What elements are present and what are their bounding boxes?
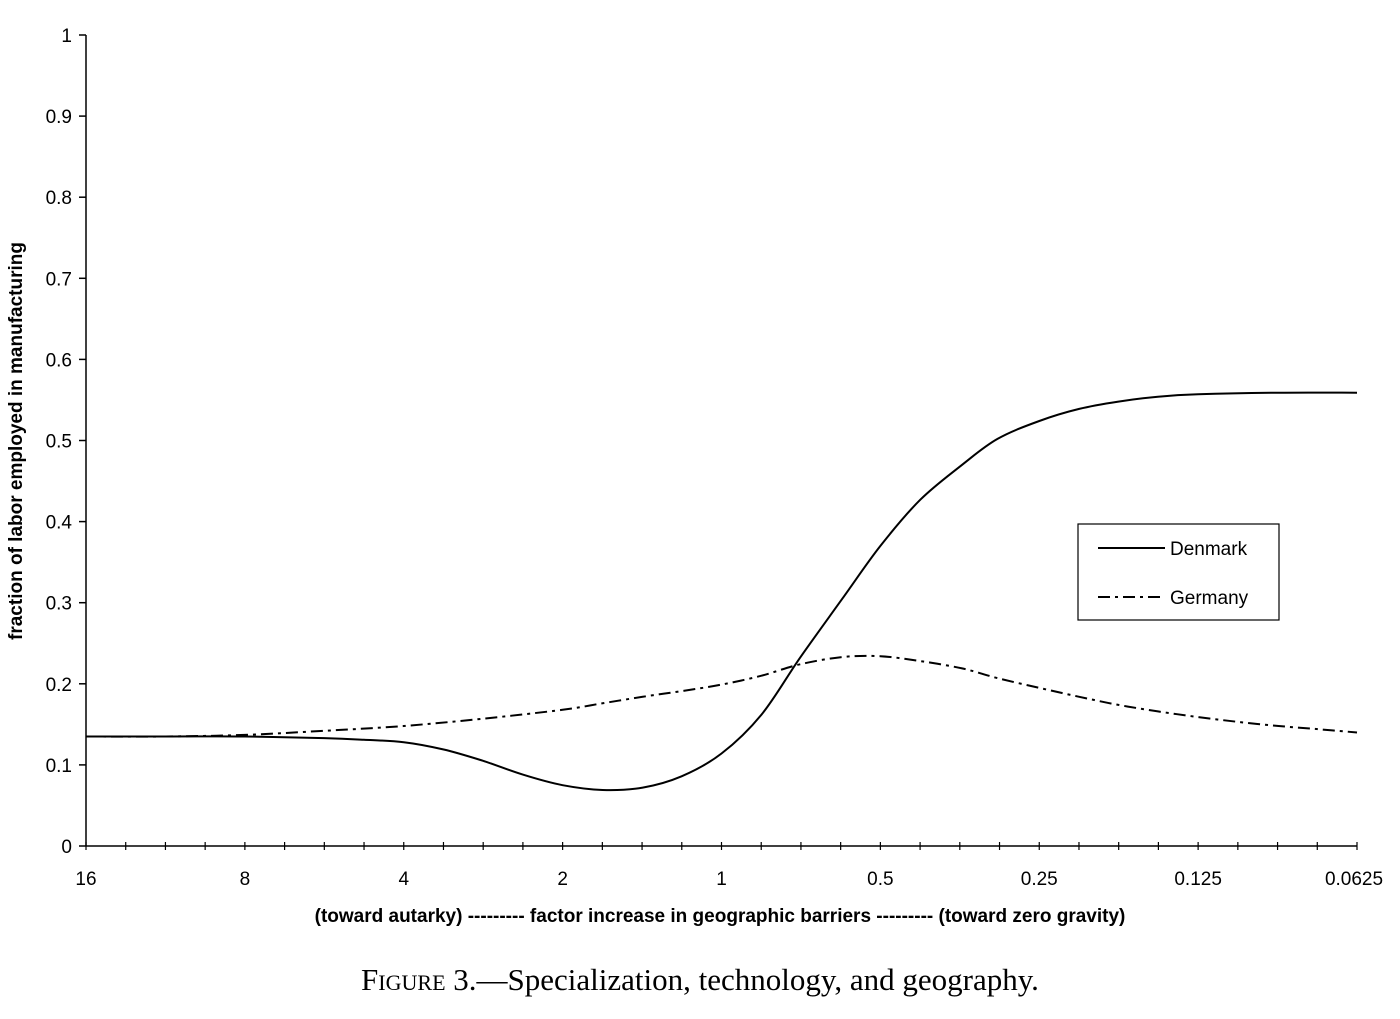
y-tick-label: 0.7: [46, 269, 72, 290]
y-tick-label: 1: [61, 26, 72, 47]
chart: 00.10.20.30.40.50.60.70.80.91 16 8 4 2 1 0.5 0…: [6, 26, 1383, 927]
x-tick-label: 16: [75, 869, 96, 890]
x-ticks: 16 8 4 2 1 0.5 0.25 0.125 0.0625: [75, 842, 1383, 890]
y-ticks: 0 0.1 0.2 0.3 0.4 0.5 0.6 0.7 0.8 0.9 1: [46, 26, 86, 858]
series-line-germany: [85, 654, 1358, 738]
legend-label-germany: Germany: [1170, 588, 1249, 609]
x-axis-title: (toward autarky) --------- factor increa…: [315, 906, 1126, 927]
caption-figure-word: Figure: [361, 962, 446, 997]
figure-caption: Figure 3.—Specialization, technology, an…: [0, 962, 1400, 998]
y-tick-label: 0: [61, 837, 72, 858]
y-tick-label: 0.2: [46, 675, 72, 696]
x-tick-label: 0.0625: [1325, 869, 1383, 890]
y-tick-label: 0.4: [46, 513, 73, 534]
legend-box: [1077, 523, 1280, 621]
x-tick-label: 0.125: [1174, 869, 1222, 890]
x-tick-label: 0.25: [1021, 869, 1058, 890]
x-tick-label: 0.5: [867, 869, 893, 890]
y-tick-label: 0.8: [46, 188, 72, 209]
axes: [85, 35, 1357, 847]
legend: Denmark Germany: [1077, 523, 1280, 621]
y-tick-label: 0.9: [46, 107, 72, 128]
x-tick-label: 4: [398, 869, 409, 890]
x-tick-label: 1: [716, 869, 727, 890]
legend-label-denmark: Denmark: [1170, 539, 1248, 560]
x-tick-label: 2: [557, 869, 568, 890]
y-tick-label: 0.3: [46, 594, 72, 615]
y-tick-label: 0.5: [46, 432, 72, 453]
series-line-denmark: [86, 391, 1358, 792]
y-tick-label: 0.6: [46, 350, 72, 371]
caption-text: 3.—Specialization, technology, and geogr…: [445, 962, 1039, 997]
series-layer: [85, 391, 1358, 792]
x-tick-label: 8: [240, 869, 251, 890]
y-tick-label: 0.1: [46, 756, 72, 777]
y-axis-title: fraction of labor employed in manufactur…: [6, 242, 27, 640]
